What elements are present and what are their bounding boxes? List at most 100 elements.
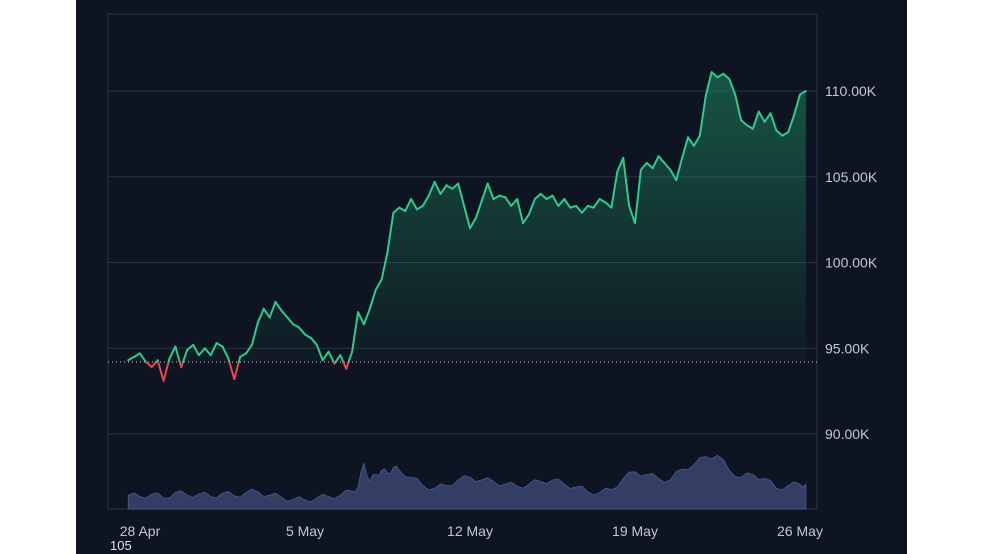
price-segment <box>681 136 690 159</box>
price-segment <box>740 119 748 127</box>
price-segment <box>292 323 301 329</box>
price-segment <box>362 307 371 326</box>
x-tick-label: 26 May <box>777 523 823 539</box>
price-segment <box>215 342 224 348</box>
price-segment <box>545 194 554 201</box>
price-segment <box>386 211 395 254</box>
price-segment <box>781 131 790 137</box>
price-segment <box>704 71 713 98</box>
price-segment <box>575 204 583 214</box>
price-segment <box>510 198 519 207</box>
price-segment <box>692 134 701 147</box>
price-segment <box>133 352 141 358</box>
price-segment <box>410 198 418 211</box>
volume-area <box>127 454 807 510</box>
price-line <box>127 71 807 382</box>
price-segment <box>533 192 542 201</box>
price-segment <box>675 156 684 182</box>
price-segment <box>250 321 259 346</box>
price-segment <box>622 156 631 207</box>
price-segment <box>563 198 572 209</box>
price-segment <box>763 112 772 123</box>
price-segment <box>663 162 672 171</box>
price-segment <box>421 194 430 207</box>
price-segment <box>345 360 350 370</box>
price-segment <box>262 307 271 319</box>
price-segment <box>757 110 766 123</box>
price-segment <box>228 360 236 381</box>
price-segment <box>321 350 330 362</box>
y-tick-label: 100.00K <box>825 255 878 271</box>
price-segment <box>197 347 206 357</box>
price-area-fill <box>128 72 806 362</box>
price-segment <box>751 110 760 130</box>
price-segment <box>516 198 525 225</box>
price-segment <box>192 343 200 357</box>
y-tick-label: 110.00K <box>825 83 877 99</box>
price-segment <box>168 345 177 360</box>
price-segment <box>480 182 489 202</box>
price-segment <box>280 309 289 319</box>
price-segment <box>463 204 471 230</box>
price-segment <box>486 182 495 201</box>
x-tick-label: 12 May <box>447 523 493 539</box>
footer-note: 105 <box>110 538 132 553</box>
price-segment <box>745 124 754 130</box>
price-segment <box>347 350 354 363</box>
price-segment <box>616 156 625 173</box>
price-segment <box>274 300 283 312</box>
price-segment <box>504 196 513 207</box>
price-segment <box>728 77 737 96</box>
price-segment <box>327 350 335 363</box>
price-segment <box>557 198 566 207</box>
price-segment <box>357 311 365 326</box>
price-segment <box>268 300 277 319</box>
y-tick-label: 95.00K <box>825 340 870 356</box>
price-segment <box>127 355 136 362</box>
price-segment <box>182 348 189 363</box>
price-segment <box>451 182 460 190</box>
x-tick-label: 19 May <box>612 523 658 539</box>
price-segment <box>492 194 501 201</box>
price-segment <box>203 347 212 357</box>
price-segment <box>186 343 195 351</box>
price-segment <box>592 198 601 209</box>
x-tick-label: 5 May <box>286 523 324 539</box>
price-segment <box>645 162 654 170</box>
price-segment <box>398 206 407 213</box>
price-segment <box>734 93 743 122</box>
price-segment <box>687 136 695 147</box>
y-axis-labels: 90.00K 95.00K 100.00K 105.00K 110.00K <box>825 83 878 442</box>
price-segment <box>144 360 153 369</box>
price-segment <box>474 199 483 219</box>
price-segment <box>522 213 530 225</box>
price-segment <box>551 194 560 207</box>
price-segment <box>799 90 807 96</box>
price-segment <box>174 345 181 363</box>
y-tick-label: 105.00K <box>825 169 878 185</box>
price-segment <box>445 184 454 190</box>
price-segment <box>334 354 342 363</box>
y-tick-label: 90.00K <box>825 426 870 442</box>
price-segment <box>722 72 731 80</box>
price-segment <box>669 168 678 182</box>
price-segment <box>239 352 248 358</box>
volume-shape <box>127 454 807 510</box>
price-segment <box>139 352 147 363</box>
price-segment <box>380 251 389 281</box>
price-segment <box>392 206 401 214</box>
price-segment <box>351 311 360 353</box>
price-fill <box>128 72 806 362</box>
price-segment <box>221 345 230 360</box>
price-segment <box>610 170 619 209</box>
price-segment <box>457 182 466 207</box>
price-segment <box>569 204 578 209</box>
price-segment <box>657 155 666 165</box>
price-segment <box>628 204 636 225</box>
price-segment <box>233 360 240 381</box>
price-segment <box>639 162 648 171</box>
price-segment <box>245 343 253 355</box>
price-segment <box>775 129 784 137</box>
price-segment <box>315 343 324 362</box>
price-segment <box>404 198 413 213</box>
